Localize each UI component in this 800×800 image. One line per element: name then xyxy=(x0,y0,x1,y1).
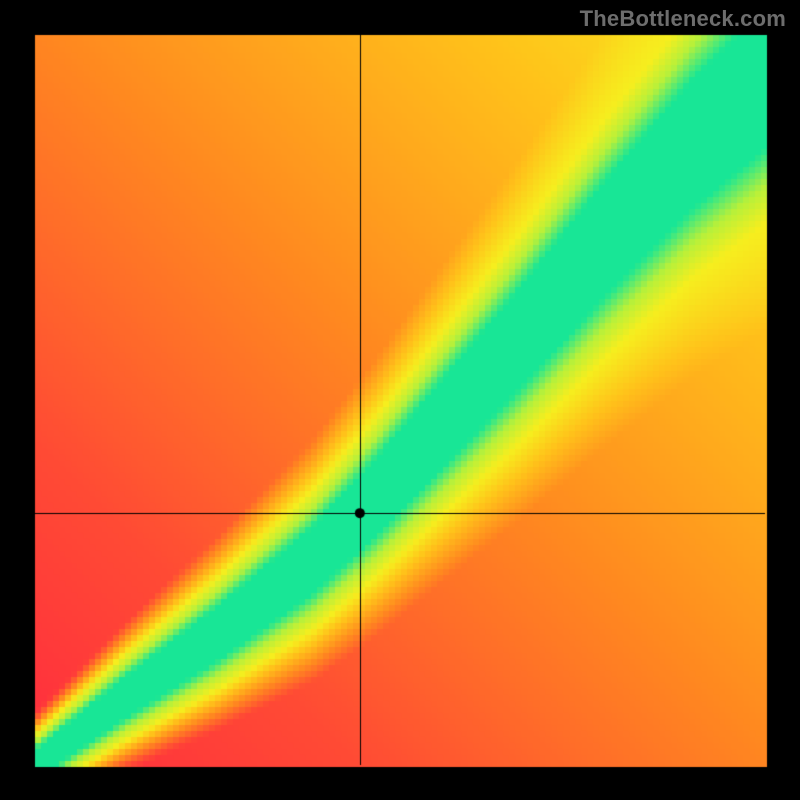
chart-container: TheBottleneck.com xyxy=(0,0,800,800)
heatmap-canvas xyxy=(0,0,800,800)
watermark-text: TheBottleneck.com xyxy=(580,6,786,32)
